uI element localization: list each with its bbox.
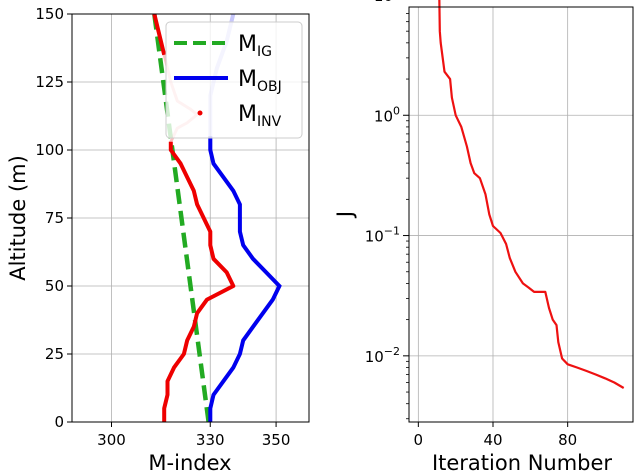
right-y-tick-label: 10−1 — [365, 225, 400, 246]
left-x-tick-label: 300 — [97, 431, 126, 449]
right-x-tick-label: 80 — [558, 431, 577, 449]
legend-label-obj: MOBJ — [238, 67, 282, 95]
right-y-tick-label: 101 — [374, 0, 400, 5]
legend-box — [165, 21, 303, 139]
series-line-inv-top — [152, 13, 167, 56]
right-x-tick-label: 40 — [483, 431, 502, 449]
left-x-tick-label: 350 — [262, 431, 291, 449]
left-y-tick-label: 0 — [54, 413, 64, 431]
series-line-obj — [208, 136, 282, 422]
right-y-tick-label: 100 — [374, 104, 400, 125]
left-y-tick-label: 25 — [45, 345, 64, 363]
right-y-tick-label: 10−2 — [365, 345, 400, 366]
left-y-tick-label: 75 — [45, 209, 64, 227]
series-line-inv — [162, 141, 236, 422]
legend-label-inv: MINV — [238, 102, 282, 130]
right-y-axis-label: J — [333, 211, 357, 219]
left-chart: 300 330 350 0 25 50 75 100 125 150 M-index Altitu… — [6, 5, 310, 475]
right-grid — [409, 7, 633, 422]
left-y-tick-label: 100 — [35, 141, 64, 159]
series-line-j — [438, 0, 625, 389]
series-line-ig — [152, 13, 211, 423]
right-x-axis-label: Iteration Number — [432, 451, 612, 475]
left-y-tick-label: 150 — [35, 5, 64, 23]
left-x-tick-label: 330 — [196, 431, 225, 449]
right-x-tick-label: 0 — [414, 431, 424, 449]
left-y-tick-label: 125 — [35, 73, 64, 91]
left-x-axis-label: M-index — [148, 451, 231, 475]
left-y-tick-label: 50 — [45, 277, 64, 295]
legend-swatch-inv — [197, 110, 203, 116]
legend-label-ig: MIG — [238, 32, 272, 60]
right-series-lines — [438, 0, 625, 389]
right-axes-frame — [408, 6, 634, 423]
legend: MIG MOBJ MINV — [165, 21, 303, 139]
left-tick-labels: 300 330 350 0 25 50 75 100 125 150 — [35, 5, 290, 449]
left-y-axis-label: Altitude (m) — [6, 155, 30, 281]
